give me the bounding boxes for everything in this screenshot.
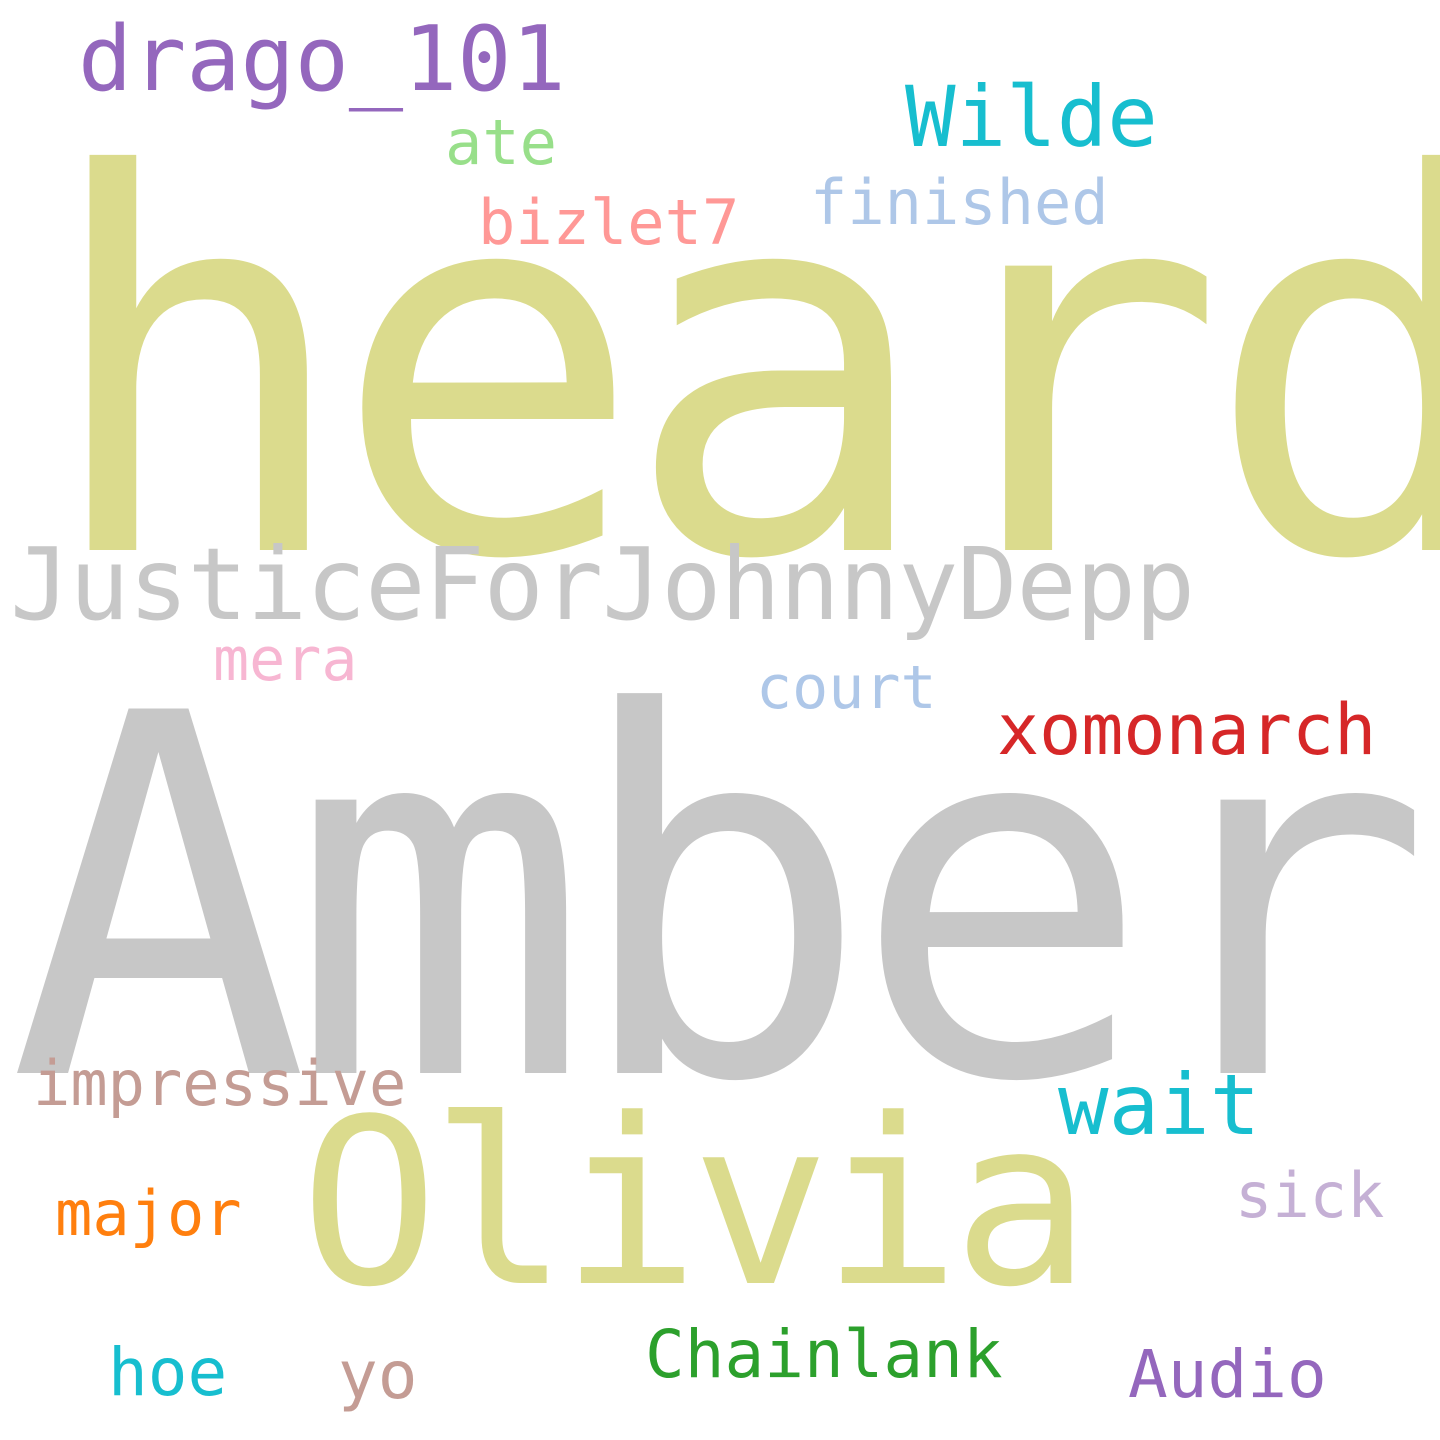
word-xomonarch: xomonarch <box>997 689 1377 771</box>
word-major: major <box>55 1177 242 1250</box>
word-ate: ate <box>445 106 557 179</box>
word-heard: heard <box>40 67 1440 673</box>
word-drago: drago_101 <box>78 7 566 112</box>
word-sick: sick <box>1235 1159 1385 1232</box>
word-wilde: Wilde <box>905 68 1158 166</box>
word-finished: finished <box>810 166 1109 239</box>
word-bizlet: bizlet7 <box>478 186 740 259</box>
word-wait: wait <box>1058 1056 1261 1154</box>
word-justicefor: JusticeForJohnnyDepp <box>10 526 1195 643</box>
word-impressive: impressive <box>33 1047 407 1120</box>
word-olivia: Olivia <box>300 1071 1091 1338</box>
word-hoe: hoe <box>108 1334 228 1411</box>
word-yo: yo <box>338 1337 418 1414</box>
word-audio: Audio <box>1128 1336 1327 1413</box>
word-mera: mera <box>213 625 358 695</box>
word-chainlank: Chainlank <box>645 1316 1003 1393</box>
word-amber: Amber <box>8 609 1433 1191</box>
word-court: court <box>756 653 937 723</box>
